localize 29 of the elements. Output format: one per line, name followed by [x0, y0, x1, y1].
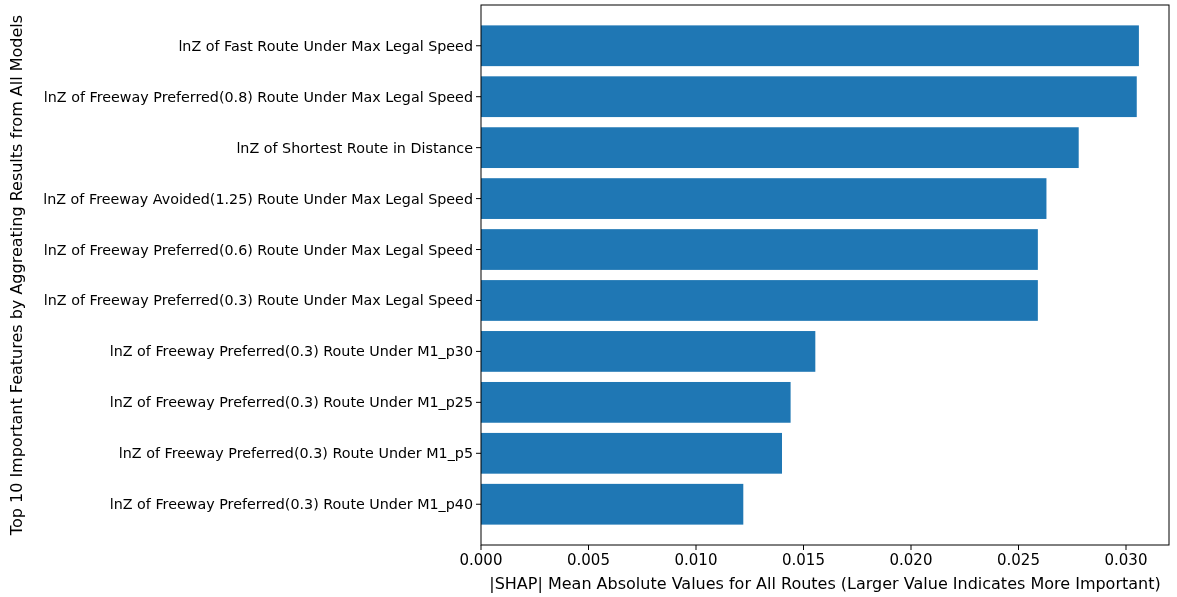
- bar: [481, 280, 1038, 321]
- bar: [481, 381, 791, 423]
- bar: [481, 432, 782, 474]
- y-tick-label: lnZ of Fast Route Under Max Legal Speed: [178, 37, 473, 54]
- y-tick-label: lnZ of Shortest Route in Distance: [236, 139, 474, 156]
- x-axis-title: |SHAP| Mean Absolute Values for All Routes (Larger Value Indicates More Important): [489, 574, 1161, 593]
- x-tick-label: 0.020: [889, 551, 933, 569]
- y-tick-label: lnZ of Freeway Preferred(0.3) Route Under Max Legal Speed: [43, 292, 473, 309]
- bar: [481, 178, 1047, 219]
- bar: [481, 483, 744, 525]
- y-tick-label: lnZ of Freeway Avoided(1.25) Route Under Max Legal Speed: [43, 190, 473, 207]
- x-tick-label: 0.015: [782, 551, 825, 569]
- x-tick-label: 0.010: [674, 551, 718, 569]
- y-tick-label: lnZ of Freeway Preferred(0.3) Route Under M1_p30: [109, 343, 473, 360]
- bar: [481, 229, 1038, 270]
- y-tick-label: lnZ of Freeway Preferred(0.8) Route Under Max Legal Speed: [43, 88, 473, 105]
- y-axis-title: Top 10 Important Features by Aggreating Results from All Models: [7, 14, 26, 537]
- bar: [481, 25, 1139, 67]
- y-tick-label: lnZ of Freeway Preferred(0.3) Route Under M1_p5: [118, 445, 473, 462]
- bar: [481, 76, 1137, 118]
- bar: [481, 127, 1079, 169]
- x-tick-label: 0.005: [567, 551, 610, 569]
- y-tick-label: lnZ of Freeway Preferred(0.3) Route Under M1_p25: [109, 394, 473, 411]
- y-tick-label: lnZ of Freeway Preferred(0.6) Route Under Max Legal Speed: [43, 241, 473, 258]
- x-tick-label: 0.030: [1104, 551, 1148, 569]
- x-tick-label: 0.000: [459, 551, 503, 569]
- bar: [481, 331, 816, 372]
- x-tick-label: 0.025: [997, 551, 1040, 569]
- y-tick-label: lnZ of Freeway Preferred(0.3) Route Under M1_p40: [109, 496, 473, 513]
